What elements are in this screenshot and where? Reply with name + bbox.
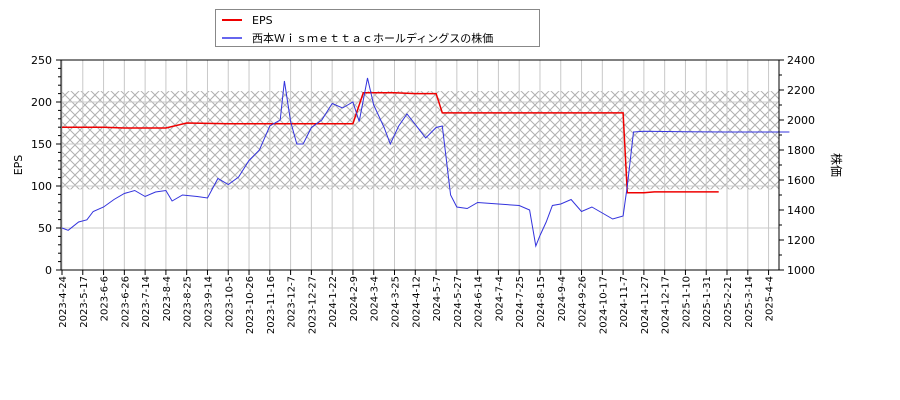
legend-swatch-price (222, 37, 242, 39)
y-tick-label: 50 (38, 222, 52, 235)
x-tick-label: 2024-11-7 (619, 276, 630, 328)
x-tick-label: 2024-6-14 (474, 276, 485, 328)
x-tick-label: 2023-11-16 (266, 276, 277, 334)
y2-axis-title: 株価 (829, 153, 844, 177)
x-tick-label: 2024-7-25 (515, 276, 526, 328)
y2-tick-label: 1000 (787, 264, 815, 277)
gridlines (61, 60, 779, 270)
x-tick-label: 2024-11-27 (640, 276, 651, 334)
y2-tick-label: 1400 (787, 204, 815, 217)
x-tick-label: 2023-7-14 (141, 276, 152, 328)
legend-item-eps: EPS (222, 12, 273, 28)
legend-label-eps: EPS (252, 13, 273, 27)
y-axis-title: EPS (12, 155, 25, 176)
x-tick-label: 2023-6-6 (100, 276, 111, 321)
x-tick-label: 2023-8-25 (183, 276, 194, 328)
x-tick-label: 2024-3-4 (370, 276, 381, 321)
legend-label-price: 西本Ｗｉｓｍｅｔｔａｃホールディングスの株価 (252, 32, 494, 45)
y-tick-label: 100 (31, 180, 52, 193)
x-tick-label: 2024-1-22 (328, 276, 339, 328)
y-tick-label: 0 (45, 264, 52, 277)
legend-swatch-eps (222, 19, 242, 21)
x-tick-label: 2023-4-24 (58, 276, 69, 328)
price-line (61, 77, 790, 248)
x-tick-label: 2024-8-15 (536, 276, 547, 328)
axis-labels: 0 50 100 150 200 250 1000 1200 1400 1600 1800 2000 2… (12, 54, 844, 334)
x-tick-label: 2023-9-14 (203, 276, 214, 328)
x-tick-label: 2024-2-9 (349, 276, 360, 321)
x-tick-label: 2023-10-26 (245, 276, 256, 334)
x-tick-label: 2023-12-7 (287, 276, 298, 328)
x-tick-label: 2023-10-5 (224, 276, 235, 328)
y2-tick-label: 1600 (787, 174, 815, 187)
x-tick-label: 2025-2-21 (723, 276, 734, 328)
x-tick-label: 2023-12-27 (307, 276, 318, 334)
x-tick-label: 2024-9-26 (578, 276, 589, 328)
eps-line (62, 92, 719, 194)
x-tick-label: 2023-8-4 (162, 276, 173, 321)
x-tick-label: 2024-3-25 (391, 276, 402, 328)
y2-tick-label: 2000 (787, 114, 815, 127)
x-tick-label: 2024-7-4 (494, 276, 505, 321)
x-tick-label: 2023-6-26 (120, 276, 131, 328)
y2-tick-label: 2200 (787, 84, 815, 97)
axes (56, 59, 784, 275)
x-tick-label: 2025-1-31 (702, 276, 713, 328)
hatch-band (61, 91, 779, 190)
x-tick-label: 2024-10-17 (598, 276, 609, 334)
y2-tick-label: 1800 (787, 144, 815, 157)
x-tick-label: 2024-9-4 (557, 276, 568, 321)
x-tick-label: 2024-5-27 (453, 276, 464, 328)
x-tick-label: 2024-12-17 (661, 276, 672, 334)
x-tick-label: 2025-4-4 (765, 276, 776, 321)
y-tick-label: 150 (31, 138, 52, 151)
x-tick-label: 2024-4-12 (411, 276, 422, 328)
y-tick-label: 200 (31, 96, 52, 109)
legend: EPS 西本Ｗｉｓｍｅｔｔａｃホールディングスの株価 (215, 9, 540, 47)
series-lines (61, 77, 790, 248)
y2-tick-label: 2400 (787, 54, 815, 67)
x-tick-label: 2024-5-7 (432, 276, 443, 321)
plot-area (61, 91, 779, 190)
x-tick-label: 2025-1-10 (681, 276, 692, 328)
legend-item-price: 西本Ｗｉｓｍｅｔｔａｃホールディングスの株価 (222, 30, 493, 46)
y2-tick-label: 1200 (787, 234, 815, 247)
x-tick-label: 2023-5-17 (79, 276, 90, 328)
x-tick-label: 2025-3-14 (744, 276, 755, 328)
y-tick-label: 250 (31, 54, 52, 67)
